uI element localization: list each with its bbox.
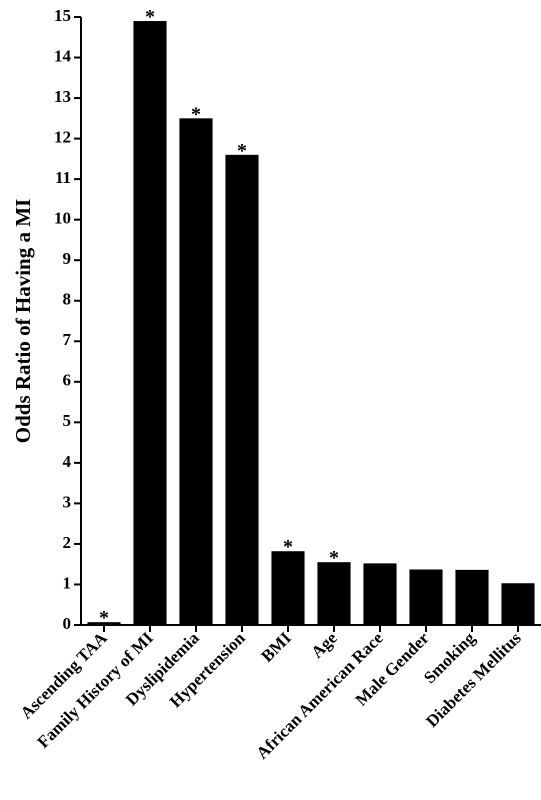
y-tick-label: 6	[63, 371, 72, 390]
bar	[455, 569, 489, 625]
bar	[133, 21, 167, 625]
x-tick-label: Age	[307, 628, 341, 662]
bar	[225, 154, 259, 625]
y-tick-label: 0	[63, 614, 72, 633]
y-tick-label: 10	[54, 209, 71, 228]
y-tick-label: 12	[54, 128, 71, 147]
bar	[363, 563, 397, 625]
x-tick-label: BMI	[257, 628, 295, 666]
y-tick-label: 8	[63, 290, 72, 309]
y-tick-label: 14	[54, 46, 72, 65]
bar	[501, 583, 535, 625]
y-tick-label: 9	[63, 249, 72, 268]
significance-marker: *	[283, 536, 293, 558]
significance-marker: *	[191, 103, 201, 125]
y-tick-label: 11	[55, 168, 71, 187]
y-tick-label: 15	[54, 6, 71, 25]
y-tick-label: 7	[63, 330, 72, 349]
y-tick-label: 13	[54, 87, 71, 106]
y-axis-title: Odds Ratio of Having a MI	[11, 199, 35, 443]
bar	[179, 118, 213, 625]
y-tick-label: 4	[63, 452, 72, 471]
y-tick-label: 3	[63, 492, 72, 511]
bar	[409, 569, 443, 625]
bar	[87, 622, 121, 625]
significance-marker: *	[237, 140, 247, 162]
significance-marker: *	[329, 547, 339, 569]
bar	[271, 551, 305, 625]
y-tick-label: 2	[63, 533, 72, 552]
significance-marker: *	[99, 607, 109, 629]
bar	[317, 562, 351, 625]
significance-marker: *	[145, 6, 155, 28]
y-tick-label: 5	[63, 411, 72, 430]
y-tick-label: 1	[63, 573, 72, 592]
